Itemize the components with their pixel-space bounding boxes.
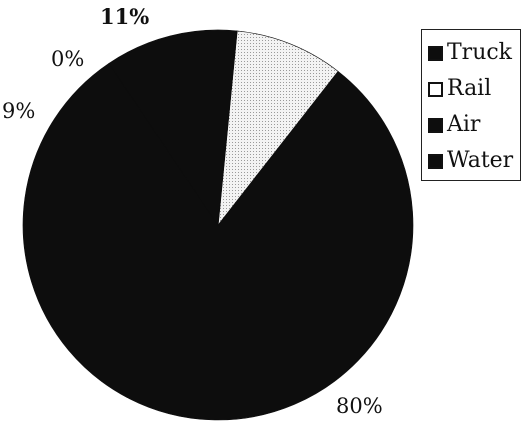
legend: Truck Rail Air Water bbox=[421, 29, 521, 181]
legend-entry-air: Air bbox=[428, 107, 520, 143]
legend-label-rail: Rail bbox=[447, 76, 492, 101]
legend-entry-water: Water bbox=[428, 143, 520, 179]
legend-swatch-water bbox=[428, 153, 443, 169]
legend-label-truck: Truck bbox=[447, 40, 513, 65]
legend-label-air: Air bbox=[447, 112, 481, 137]
slice-label-water: 11% bbox=[100, 4, 150, 29]
slice-label-truck: 80% bbox=[336, 394, 383, 418]
legend-swatch-truck bbox=[428, 45, 443, 61]
legend-swatch-air bbox=[428, 117, 443, 133]
legend-entry-rail: Rail bbox=[428, 71, 520, 107]
legend-label-water: Water bbox=[447, 148, 514, 173]
legend-swatch-rail bbox=[428, 81, 443, 97]
pie-slice-rail bbox=[217, 30, 339, 226]
pie-slice-truck bbox=[22, 62, 414, 421]
pie-slice-water bbox=[108, 29, 238, 226]
slice-label-air: 0% bbox=[51, 47, 85, 71]
slice-label-rail: 9% bbox=[2, 99, 36, 123]
legend-entry-truck: Truck bbox=[428, 35, 520, 71]
